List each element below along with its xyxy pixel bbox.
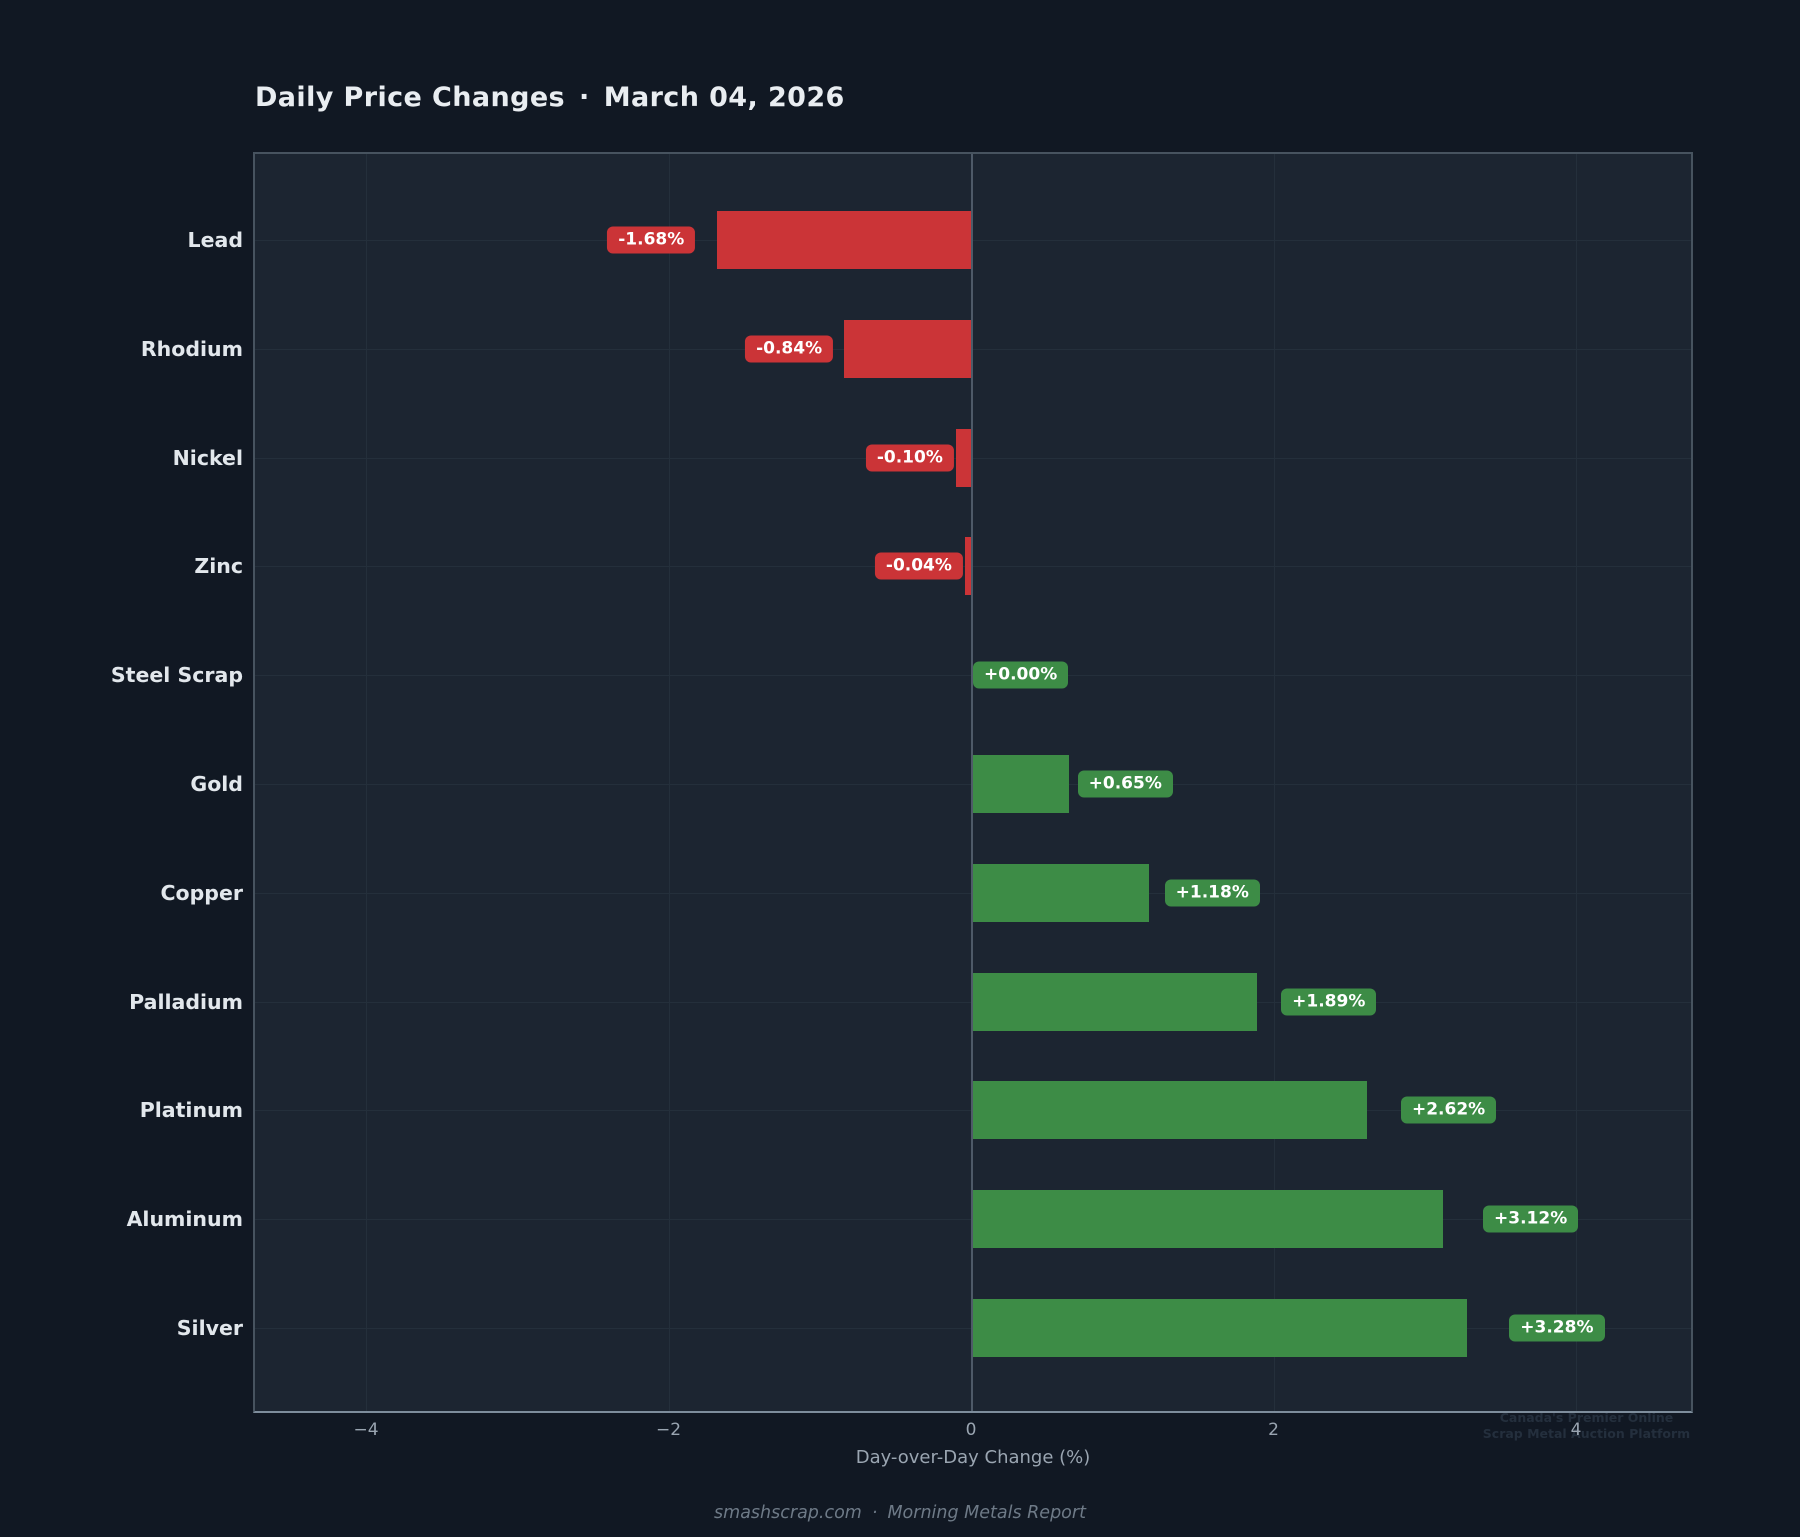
category-label-platinum: Platinum — [139, 1098, 243, 1123]
footer-tagline: Morning Metals Report — [887, 1503, 1086, 1523]
category-label-rhodium: Rhodium — [140, 336, 243, 361]
title-separator: · — [579, 82, 590, 113]
value-label-lead: -1.68% — [607, 226, 696, 254]
watermark-line-1: Canada's Premier Online — [1499, 1410, 1674, 1425]
value-label-gold: +0.65% — [1077, 770, 1173, 798]
value-label-copper: +1.18% — [1164, 879, 1260, 907]
footer-source: smashscrap.com — [714, 1503, 862, 1523]
gridline-vertical — [668, 154, 670, 1411]
bar-chart-plot-area: -1.68% -0.84% -0.10% -0.04% +0.00% +0.65% +1.1… — [253, 152, 1693, 1413]
category-label-copper: Copper — [160, 880, 244, 905]
chart-title: Daily Price Changes · March 04, 2026 — [255, 82, 845, 113]
x-tick-label--4: −4 — [353, 1420, 379, 1440]
gridline-horizontal — [255, 240, 1691, 241]
value-label-palladium: +1.89% — [1281, 988, 1377, 1016]
bar-silver — [971, 1299, 1468, 1357]
bar-rhodium — [843, 319, 971, 378]
bar-platinum — [971, 1081, 1368, 1140]
bar-palladium — [971, 972, 1257, 1031]
bar-zinc — [964, 537, 971, 596]
value-label-nickel: -0.10% — [865, 444, 954, 472]
bar-lead — [716, 211, 971, 269]
chart-title-text: Daily Price Changes — [255, 82, 566, 113]
chart-date: March 04, 2026 — [603, 82, 845, 113]
category-label-steel-scrap: Steel Scrap — [110, 663, 243, 688]
gridline-horizontal — [255, 566, 1691, 568]
category-label-silver: Silver — [176, 1316, 243, 1340]
category-label-lead: Lead — [187, 228, 243, 252]
value-label-zinc: -0.04% — [874, 552, 963, 580]
x-tick-label-0: 0 — [965, 1420, 977, 1440]
x-tick-label-2: 2 — [1268, 1420, 1279, 1440]
watermark-line-2: Scrap Metal Auction Platform — [1482, 1426, 1691, 1441]
gridline-vertical — [366, 154, 367, 1411]
gridline-vertical — [1273, 154, 1275, 1411]
gridline-horizontal — [255, 457, 1691, 459]
gridline-vertical — [1576, 154, 1577, 1411]
value-label-silver: +3.28% — [1509, 1314, 1605, 1342]
category-label-gold: Gold — [190, 772, 243, 796]
zero-line — [971, 154, 973, 1411]
value-label-aluminum: +3.12% — [1483, 1205, 1579, 1233]
category-label-zinc: Zinc — [194, 554, 243, 579]
x-tick-label-4: 4 — [1570, 1420, 1582, 1440]
bar-gold — [971, 755, 1070, 813]
bar-nickel — [955, 428, 971, 487]
watermark: Canada's Premier Online Scrap Metal Auct… — [1449, 1410, 1724, 1442]
gridline-horizontal — [255, 348, 1691, 350]
value-label-steel-scrap: +0.00% — [973, 661, 1069, 689]
x-tick-label--2: −2 — [655, 1420, 682, 1440]
category-label-aluminum: Aluminum — [126, 1207, 243, 1232]
category-label-nickel: Nickel — [172, 445, 243, 470]
footer-credit: smashscrap.com · Morning Metals Report — [0, 1503, 1800, 1523]
bar-aluminum — [971, 1190, 1443, 1249]
bar-copper — [971, 863, 1150, 922]
x-axis-title: Day-over-Day Change (%) — [855, 1447, 1091, 1468]
category-label-palladium: Palladium — [129, 989, 243, 1014]
value-label-platinum: +2.62% — [1400, 1096, 1497, 1124]
footer-separator: · — [871, 1503, 878, 1523]
value-label-rhodium: -0.84% — [745, 335, 834, 363]
